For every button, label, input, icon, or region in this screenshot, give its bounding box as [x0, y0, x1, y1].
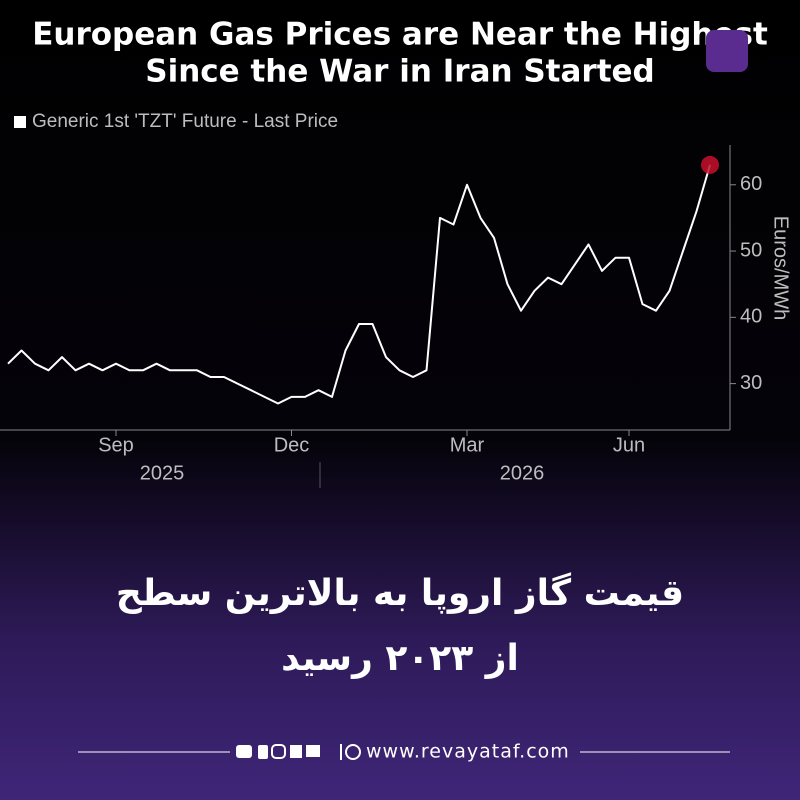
website: www.revayataf.com [366, 741, 570, 763]
last-price-marker [701, 155, 719, 174]
y-axis-label: Euros/MWh [770, 216, 792, 320]
legend-label: Generic 1st 'TZT' Future - Last Price [32, 111, 338, 132]
y-tick-label: 60 [740, 173, 762, 195]
x-tick-label: Dec [274, 434, 310, 456]
title-line: Since the War in Iran Started [145, 54, 655, 90]
title-line: European Gas Prices are Near the Highest [32, 17, 768, 53]
headline: از ۲۰۲۳ رسید [281, 638, 519, 679]
y-tick-label: 50 [740, 239, 762, 261]
y-tick-label: 40 [740, 306, 762, 328]
x-tick-label: Sep [98, 434, 134, 456]
year-label: 2025 [140, 462, 185, 484]
x-tick-label: Mar [450, 434, 485, 456]
logo [706, 30, 748, 72]
y-tick-label: 30 [740, 372, 762, 394]
headline: قیمت گاز اروپا به بالاترین سطح [116, 572, 684, 614]
legend-swatch [14, 116, 26, 128]
price-line [7, 164, 711, 405]
year-label: 2026 [500, 462, 545, 484]
x-tick-label: Jun [613, 434, 645, 456]
social-icons [236, 744, 361, 760]
